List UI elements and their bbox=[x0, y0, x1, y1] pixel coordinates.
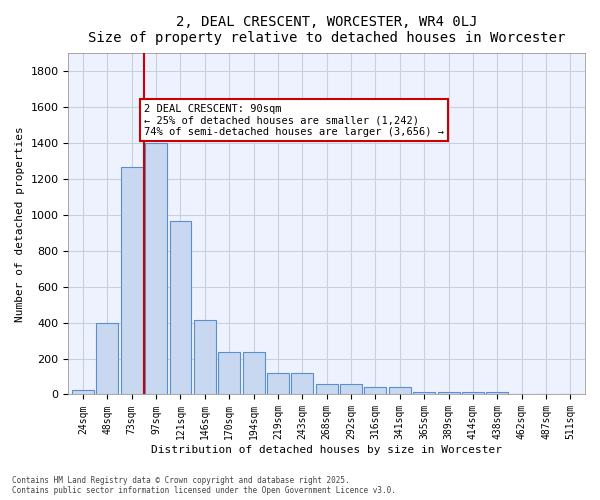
Bar bbox=[340, 384, 362, 394]
X-axis label: Distribution of detached houses by size in Worcester: Distribution of detached houses by size … bbox=[151, 445, 502, 455]
Bar bbox=[413, 392, 435, 394]
Bar bbox=[72, 390, 94, 394]
Bar bbox=[194, 320, 216, 394]
Bar bbox=[389, 388, 411, 394]
Bar bbox=[145, 143, 167, 395]
Bar bbox=[292, 373, 313, 394]
Y-axis label: Number of detached properties: Number of detached properties bbox=[15, 126, 25, 322]
Bar bbox=[267, 373, 289, 394]
Title: 2, DEAL CRESCENT, WORCESTER, WR4 0LJ
Size of property relative to detached house: 2, DEAL CRESCENT, WORCESTER, WR4 0LJ Siz… bbox=[88, 15, 565, 45]
Bar bbox=[316, 384, 338, 394]
Bar bbox=[242, 352, 265, 395]
Text: Contains HM Land Registry data © Crown copyright and database right 2025.
Contai: Contains HM Land Registry data © Crown c… bbox=[12, 476, 396, 495]
Bar bbox=[364, 388, 386, 394]
Bar bbox=[121, 168, 143, 394]
Bar bbox=[437, 392, 460, 394]
Bar bbox=[487, 392, 508, 394]
Bar bbox=[462, 392, 484, 394]
Bar bbox=[170, 221, 191, 394]
Bar bbox=[218, 352, 240, 395]
Text: 2 DEAL CRESCENT: 90sqm
← 25% of detached houses are smaller (1,242)
74% of semi-: 2 DEAL CRESCENT: 90sqm ← 25% of detached… bbox=[144, 104, 444, 137]
Bar bbox=[97, 322, 118, 394]
